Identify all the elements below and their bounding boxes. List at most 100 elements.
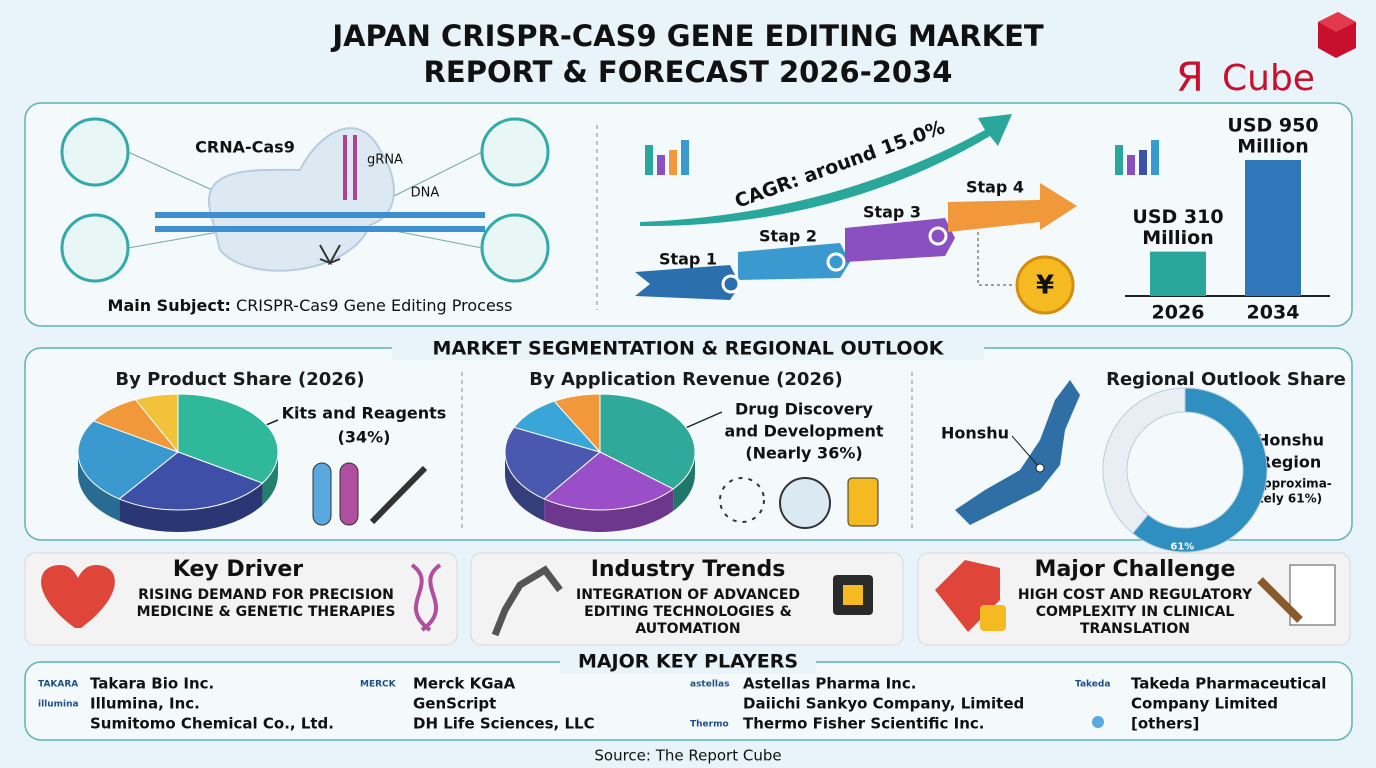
pie-side <box>505 452 545 521</box>
players: TAKARA Takara Bio Inc. illumina Illumina, I… <box>38 675 1326 733</box>
section-heading: MARKET SEGMENTATION & REGIONAL OUTLOOK <box>433 338 945 360</box>
connector <box>127 229 231 249</box>
icon-bar <box>657 155 665 175</box>
grna <box>343 135 357 200</box>
player-name: GenScript <box>413 695 496 713</box>
scissors <box>319 244 341 265</box>
coin-symbol: ¥ <box>1036 271 1054 301</box>
tube <box>312 462 332 526</box>
step-label: Stap 3 <box>863 203 921 222</box>
product-icons <box>312 462 428 526</box>
player-name: DH Life Sciences, LLC <box>413 715 595 733</box>
logo-mark: Я <box>1176 55 1204 101</box>
heading-backdrop <box>560 652 816 674</box>
region-note: (Approxima- <box>1248 477 1332 491</box>
step-label: Stap 2 <box>759 227 817 246</box>
pie-slice <box>599 393 696 490</box>
title-line: JAPAN CRISPR-CAS9 GENE EDITING MARKET <box>330 19 1044 53</box>
bar-label: USD 950 <box>1227 115 1318 137</box>
step-ribbon <box>635 265 740 300</box>
leader-line <box>1011 435 1041 469</box>
player-logo: Takeda <box>1075 680 1110 690</box>
caption-bold: Main Subject: <box>108 296 231 315</box>
title-line: REPORT & FORECAST 2026-2034 <box>424 55 953 89</box>
player-name: Daiichi Sankyo Company, Limited <box>743 695 1024 713</box>
coins-icon <box>980 605 1006 631</box>
slice-value-label: (Nearly 36%) <box>745 444 862 463</box>
year-label: 2034 <box>1247 302 1300 324</box>
player-name: Takara Bio Inc. <box>90 675 214 693</box>
slice-name: and Development <box>724 422 883 441</box>
pie-slice <box>77 420 180 500</box>
icon-circle <box>480 213 550 283</box>
card-text: EDITING TECHNOLOGIES & <box>584 604 792 620</box>
player-name: Merck KGaA <box>413 675 516 693</box>
card-title: Industry Trends <box>591 557 786 582</box>
player-logo: TAKARA <box>38 680 78 690</box>
card-text: AUTOMATION <box>635 621 740 637</box>
slice-value-label: (34%) <box>338 428 391 447</box>
molecule <box>719 477 765 523</box>
bar-label: USD 310 <box>1132 206 1223 228</box>
player-name: [others] <box>1131 715 1199 733</box>
step-node <box>826 252 846 272</box>
card-text: MEDICINE & GENETIC THERAPIES <box>137 604 396 620</box>
pie-slice <box>553 393 601 454</box>
card <box>917 552 1351 646</box>
logo: Я Cube <box>1176 12 1356 101</box>
charts: 61% <box>77 387 1268 553</box>
process-illustration: CRNA-Cas9 gRNA DNA Main Subject: CRISPR-… <box>60 117 550 315</box>
card-text: HIGH COST AND REGULATORY <box>1018 587 1253 603</box>
icon-circle <box>60 117 130 187</box>
player-name: Thermo Fisher Scientific Inc. <box>743 715 985 733</box>
chart-title: By Application Revenue (2026) <box>529 369 842 390</box>
icon-bar <box>681 140 689 175</box>
region-name: Honshu <box>1256 431 1324 450</box>
dna-strand <box>155 226 485 232</box>
card-title: Key Driver <box>173 557 303 582</box>
player-name: Company Limited <box>1131 695 1278 713</box>
bar <box>1150 251 1206 296</box>
chart-title: Regional Outlook Share <box>1106 369 1346 390</box>
pie-side <box>262 452 278 506</box>
connector <box>389 151 483 199</box>
donut-label: 61% <box>1170 541 1194 552</box>
step-ribbon <box>738 243 850 280</box>
gavel-icon <box>1257 577 1303 623</box>
map-label: Honshu <box>941 424 1009 443</box>
icon-bar <box>1115 145 1123 175</box>
player-name: Astellas Pharma Inc. <box>743 675 916 693</box>
heading-backdrop <box>392 338 984 360</box>
dna-icon <box>410 563 442 632</box>
player-logo: astellas <box>690 680 729 690</box>
logo-text: Cube <box>1222 58 1315 99</box>
player-name: Sumitomo Chemical Co., Ltd. <box>90 715 334 733</box>
icon-bar <box>1151 140 1159 175</box>
others-icon <box>1092 716 1104 728</box>
card <box>470 552 904 646</box>
card-title: Major Challenge <box>1035 557 1236 582</box>
slice-name: Kits and Reagents <box>282 404 447 423</box>
icon-bar <box>1127 155 1135 175</box>
cards: Key Driver RISING DEMAND FOR PRECISIONMED… <box>137 557 1253 637</box>
icon-circle <box>480 117 550 187</box>
region-note: tely 61%) <box>1258 492 1322 506</box>
step-ribbon <box>845 218 955 262</box>
bar-label: Million <box>1142 227 1214 249</box>
pie-side <box>544 488 674 532</box>
donut-slice <box>1132 387 1268 553</box>
chart-title: By Product Share (2026) <box>115 369 364 390</box>
label: gRNA <box>367 153 403 168</box>
pie-slice <box>134 393 179 454</box>
card <box>24 552 458 646</box>
pie-side <box>119 483 263 532</box>
donut-slice <box>1102 387 1186 534</box>
cas9-blob <box>207 127 395 272</box>
caption: Main Subject: CRISPR-Cas9 Gene Editing P… <box>108 296 513 315</box>
player-logo: MERCK <box>360 680 397 690</box>
player-name: Illumina, Inc. <box>90 695 200 713</box>
growth-arrow <box>640 114 1012 227</box>
pie-slice <box>118 451 264 511</box>
